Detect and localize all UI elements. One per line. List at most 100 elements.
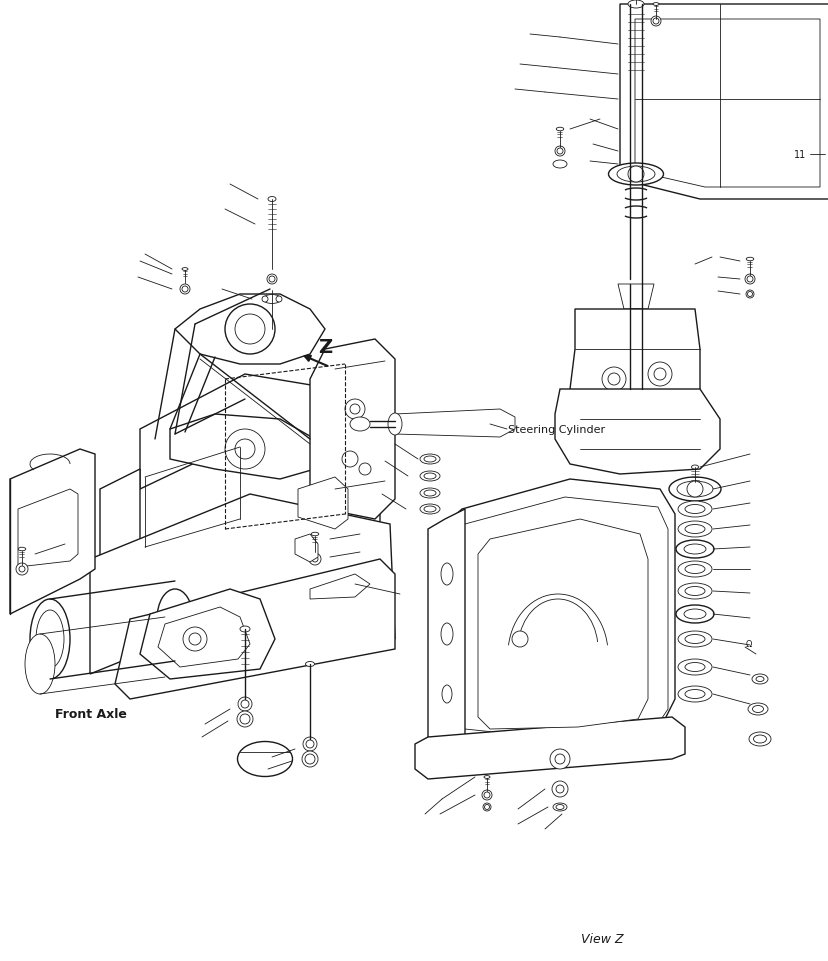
Ellipse shape [684,587,704,596]
Ellipse shape [668,478,720,502]
Ellipse shape [684,663,704,672]
Circle shape [745,290,753,299]
Polygon shape [175,295,325,364]
Ellipse shape [237,742,292,776]
Polygon shape [310,575,369,600]
Ellipse shape [420,472,440,481]
Ellipse shape [36,610,64,668]
Polygon shape [158,607,250,667]
Ellipse shape [616,167,654,183]
Ellipse shape [753,735,766,743]
Circle shape [601,368,625,391]
Ellipse shape [748,732,770,747]
Circle shape [484,804,489,810]
Ellipse shape [25,634,55,694]
Ellipse shape [420,488,440,499]
Ellipse shape [684,565,704,574]
Ellipse shape [677,659,711,676]
Circle shape [686,481,702,498]
Ellipse shape [747,703,767,715]
Ellipse shape [683,545,705,554]
Ellipse shape [556,128,563,132]
Circle shape [276,297,282,303]
Polygon shape [100,509,379,600]
Polygon shape [617,284,653,309]
Polygon shape [140,589,275,679]
Circle shape [309,554,320,565]
Circle shape [311,556,318,562]
Ellipse shape [30,600,70,679]
Ellipse shape [420,455,440,464]
Ellipse shape [423,506,436,512]
Text: 11: 11 [793,150,805,160]
Polygon shape [394,409,514,437]
Polygon shape [445,480,674,750]
Ellipse shape [752,705,763,713]
Ellipse shape [677,502,711,517]
Circle shape [747,292,752,297]
Ellipse shape [628,1,643,9]
Ellipse shape [349,418,369,431]
Polygon shape [427,509,465,750]
Circle shape [650,17,660,27]
Circle shape [224,305,275,355]
Circle shape [349,405,359,414]
Polygon shape [451,498,667,739]
Circle shape [183,628,207,652]
Ellipse shape [623,312,647,323]
Circle shape [267,275,277,284]
Circle shape [653,369,665,381]
Circle shape [237,711,253,727]
Polygon shape [554,389,720,475]
Circle shape [303,737,316,752]
Circle shape [554,147,565,157]
Polygon shape [310,339,394,520]
Text: Steering Cylinder: Steering Cylinder [508,425,604,434]
Polygon shape [478,520,647,729]
Ellipse shape [484,776,489,778]
Ellipse shape [420,505,440,514]
Text: View Z: View Z [580,932,623,946]
Ellipse shape [684,525,704,534]
Ellipse shape [684,505,704,514]
Circle shape [342,452,358,467]
Polygon shape [170,414,315,480]
Ellipse shape [18,548,26,552]
Circle shape [306,740,314,749]
Polygon shape [10,450,95,614]
Circle shape [359,463,371,476]
Ellipse shape [755,677,763,681]
Ellipse shape [306,662,314,667]
Ellipse shape [677,522,711,537]
Circle shape [16,563,28,576]
Circle shape [262,297,267,303]
Circle shape [607,374,619,385]
Circle shape [224,430,265,470]
Circle shape [180,284,190,295]
Polygon shape [18,489,78,567]
Circle shape [549,750,570,769]
Ellipse shape [751,675,767,684]
Polygon shape [320,384,379,539]
Circle shape [744,275,754,284]
Ellipse shape [156,589,193,650]
Ellipse shape [423,456,436,462]
Ellipse shape [677,583,711,600]
Ellipse shape [675,540,713,558]
Circle shape [647,362,672,386]
Polygon shape [415,717,684,779]
Ellipse shape [691,465,698,470]
Polygon shape [619,5,828,200]
Ellipse shape [652,4,658,7]
Circle shape [484,792,489,799]
Ellipse shape [608,163,662,185]
Circle shape [241,701,248,708]
Text: Front Axle: Front Axle [55,707,127,721]
Circle shape [556,149,562,155]
Circle shape [556,785,563,793]
Polygon shape [100,470,140,589]
Ellipse shape [683,609,705,619]
Polygon shape [140,375,364,489]
Circle shape [628,167,643,183]
Polygon shape [115,559,394,700]
